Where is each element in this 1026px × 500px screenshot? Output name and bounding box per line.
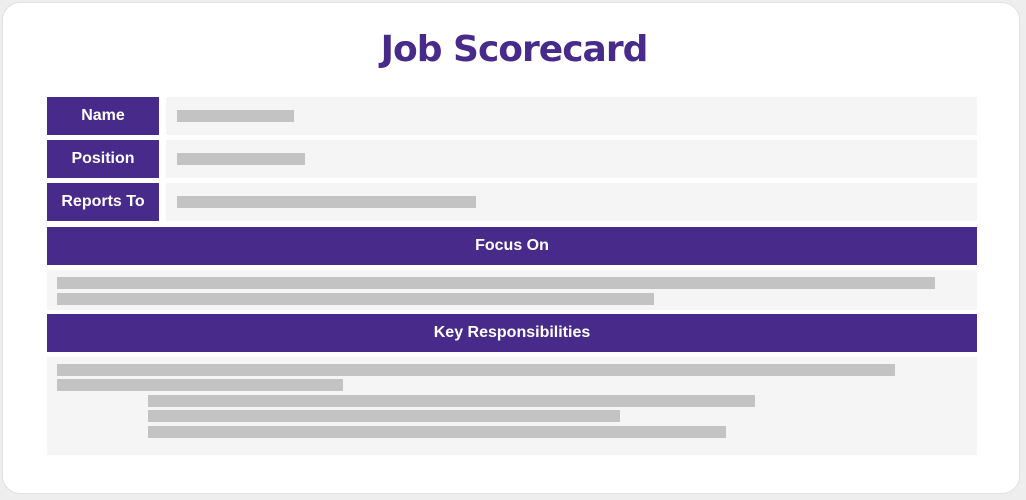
- placeholder-line: [57, 293, 654, 305]
- key-responsibilities-header: Key Responsibilities: [47, 314, 977, 352]
- focus-on-header: Focus On: [47, 227, 977, 265]
- scorecard-card: Job Scorecard Name Position Reports To F…: [2, 2, 1020, 494]
- reports-to-field[interactable]: [166, 183, 977, 221]
- position-field[interactable]: [166, 140, 977, 178]
- placeholder-line: [57, 364, 895, 376]
- placeholder-line: [148, 395, 755, 407]
- position-label: Position: [47, 140, 159, 178]
- placeholder-line: [177, 196, 476, 208]
- key-responsibilities-content[interactable]: [47, 357, 977, 455]
- placeholder-line: [177, 153, 305, 165]
- placeholder-line: [57, 379, 343, 391]
- placeholder-line: [57, 277, 935, 289]
- name-label: Name: [47, 97, 159, 135]
- page-title: Job Scorecard: [380, 29, 649, 70]
- placeholder-line: [148, 410, 620, 422]
- placeholder-line: [177, 110, 294, 122]
- placeholder-line: [148, 426, 726, 438]
- name-field[interactable]: [166, 97, 977, 135]
- focus-on-content[interactable]: [47, 270, 977, 310]
- reports-to-label: Reports To: [47, 183, 159, 221]
